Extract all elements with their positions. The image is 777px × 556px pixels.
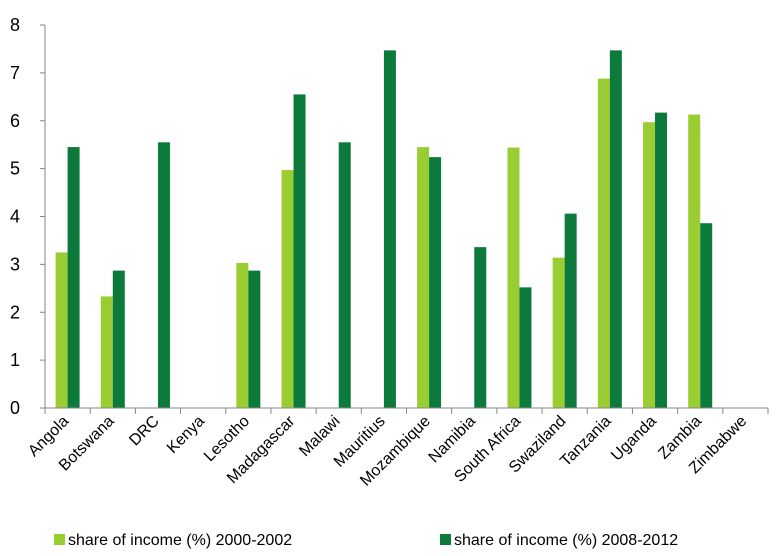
y-tick-label: 4 bbox=[10, 207, 20, 227]
y-tick-label: 0 bbox=[10, 398, 20, 418]
bar-angola-series-2 bbox=[67, 147, 80, 409]
bar-madagascar-series-2 bbox=[293, 94, 306, 408]
legend-swatch bbox=[440, 534, 451, 545]
x-tick-label: Uganda bbox=[608, 413, 660, 465]
x-tick-label: DRC bbox=[126, 413, 163, 450]
bar-madagascar-series-1 bbox=[281, 170, 294, 408]
bar-lesotho-series-2 bbox=[248, 270, 261, 408]
y-tick-label: 3 bbox=[10, 254, 20, 274]
bar-uganda-series-1 bbox=[643, 122, 656, 408]
y-axis: 0 1 2 3 4 5 6 7 8 bbox=[10, 15, 46, 418]
bar-drc-series-2 bbox=[157, 142, 170, 408]
bars bbox=[55, 50, 713, 409]
bar-botswana-series-2 bbox=[112, 270, 125, 408]
bar-angola-series-1 bbox=[55, 252, 68, 408]
legend-swatch bbox=[54, 534, 65, 545]
y-tick-label: 5 bbox=[10, 159, 20, 179]
y-tick-label: 2 bbox=[10, 302, 20, 322]
bar-tanzania-series-2 bbox=[609, 50, 622, 408]
bar-south-africa-series-1 bbox=[507, 147, 520, 408]
legend-label: share of income (%) 2008-2012 bbox=[454, 532, 678, 549]
bar-south-africa-series-2 bbox=[519, 287, 532, 408]
bar-botswana-series-1 bbox=[100, 296, 113, 408]
bar-swaziland-series-1 bbox=[552, 257, 565, 408]
bar-zambia-series-1 bbox=[688, 114, 701, 409]
y-tick-label: 8 bbox=[10, 15, 20, 35]
y-tick-label: 1 bbox=[10, 350, 20, 370]
bar-namibia-series-2 bbox=[474, 247, 487, 408]
bar-lesotho-series-1 bbox=[236, 262, 249, 408]
bar-swaziland-series-2 bbox=[564, 213, 577, 408]
x-tick-label: Kenya bbox=[164, 413, 208, 457]
y-tick-label: 7 bbox=[10, 63, 20, 83]
bar-mozambique-series-1 bbox=[417, 147, 430, 409]
bar-mauritius-series-2 bbox=[383, 50, 396, 408]
legend-label: share of income (%) 2000-2002 bbox=[68, 532, 292, 549]
bar-malawi-series-2 bbox=[338, 142, 351, 408]
bar-mozambique-series-2 bbox=[429, 157, 442, 408]
bar-uganda-series-2 bbox=[655, 112, 668, 408]
bar-zambia-series-2 bbox=[700, 223, 713, 408]
bar-tanzania-series-1 bbox=[597, 78, 610, 409]
legend: share of income (%) 2000-2002 share of in… bbox=[54, 532, 678, 549]
y-tick-label: 6 bbox=[10, 111, 20, 131]
